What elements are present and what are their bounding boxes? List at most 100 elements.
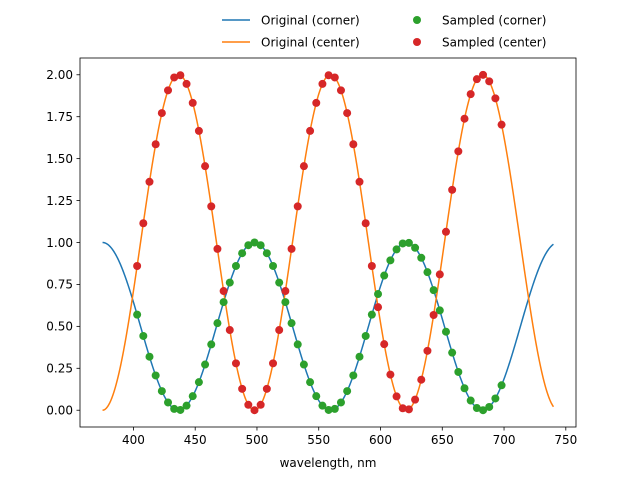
data-point-sampled-center bbox=[145, 177, 154, 186]
data-point-sampled-center bbox=[139, 219, 148, 228]
data-point-sampled-corner bbox=[466, 396, 475, 405]
y-tick-label: 1.25 bbox=[46, 194, 73, 208]
data-point-sampled-corner bbox=[231, 261, 240, 270]
x-axis-label: wavelength, nm bbox=[280, 456, 377, 470]
data-point-sampled-center bbox=[306, 126, 315, 135]
data-point-sampled-corner bbox=[188, 392, 197, 401]
data-point-sampled-corner bbox=[429, 286, 438, 295]
y-tick-label: 1.75 bbox=[46, 110, 73, 124]
data-point-sampled-corner bbox=[244, 241, 253, 250]
data-point-sampled-corner bbox=[318, 401, 327, 410]
plot-area bbox=[102, 70, 555, 415]
data-point-sampled-center bbox=[318, 79, 327, 88]
data-point-sampled-corner bbox=[355, 352, 364, 361]
data-point-sampled-center bbox=[157, 109, 166, 118]
data-point-sampled-corner bbox=[336, 398, 345, 407]
data-point-sampled-center bbox=[398, 404, 407, 413]
data-point-sampled-corner bbox=[225, 278, 234, 287]
data-point-sampled-corner bbox=[207, 340, 216, 349]
data-point-sampled-center bbox=[485, 77, 494, 86]
data-point-sampled-corner bbox=[411, 243, 420, 252]
data-point-sampled-corner bbox=[448, 348, 457, 357]
data-point-sampled-center bbox=[361, 219, 370, 228]
data-point-sampled-corner bbox=[374, 290, 383, 299]
data-point-sampled-corner bbox=[423, 268, 432, 277]
data-point-sampled-corner bbox=[262, 249, 271, 258]
legend-label: Original (corner) bbox=[261, 14, 360, 28]
legend-label: Sampled (center) bbox=[442, 36, 546, 50]
data-point-sampled-corner bbox=[386, 256, 395, 265]
data-point-sampled-center bbox=[269, 359, 278, 368]
data-point-sampled-center bbox=[448, 185, 457, 194]
data-point-sampled-corner bbox=[133, 310, 142, 319]
data-point-sampled-corner bbox=[139, 331, 148, 340]
data-point-sampled-corner bbox=[435, 306, 444, 315]
data-point-sampled-corner bbox=[238, 249, 247, 258]
data-point-sampled-center bbox=[299, 162, 308, 171]
data-point-sampled-corner bbox=[460, 384, 469, 393]
data-point-sampled-center bbox=[262, 384, 271, 393]
data-point-sampled-corner bbox=[491, 394, 500, 403]
x-tick-label: 650 bbox=[431, 433, 454, 447]
data-point-sampled-center bbox=[380, 340, 389, 349]
y-tick-label: 0.00 bbox=[46, 404, 73, 418]
series-line-original-center bbox=[102, 74, 555, 411]
data-point-sampled-center bbox=[293, 202, 302, 211]
y-tick-label: 0.75 bbox=[46, 278, 73, 292]
data-point-sampled-center bbox=[312, 98, 321, 107]
data-point-sampled-center bbox=[231, 359, 240, 368]
data-point-sampled-corner bbox=[441, 327, 450, 336]
y-tick-label: 1.50 bbox=[46, 152, 73, 166]
data-point-sampled-corner bbox=[287, 319, 296, 328]
data-point-sampled-center bbox=[435, 270, 444, 279]
y-tick-label: 0.50 bbox=[46, 320, 73, 334]
data-point-sampled-center bbox=[256, 400, 265, 409]
legend: Original (corner) Original (center) Sample… bbox=[222, 14, 546, 50]
x-tick-label: 400 bbox=[122, 433, 145, 447]
data-point-sampled-center bbox=[466, 90, 475, 99]
axes: 400 450 500 550 600 650 700 750 0.00 0.25 0.50 0.75… bbox=[46, 57, 577, 447]
data-point-sampled-corner bbox=[182, 401, 191, 410]
data-point-sampled-corner bbox=[472, 404, 481, 413]
legend-swatch bbox=[413, 38, 421, 46]
data-point-sampled-center bbox=[386, 370, 395, 379]
data-point-sampled-corner bbox=[361, 331, 370, 340]
data-point-sampled-center bbox=[330, 73, 339, 82]
data-point-sampled-center bbox=[324, 71, 333, 80]
data-point-sampled-corner bbox=[299, 360, 308, 369]
data-point-sampled-center bbox=[454, 147, 463, 156]
data-point-sampled-corner bbox=[293, 340, 302, 349]
data-point-sampled-center bbox=[219, 287, 228, 296]
x-tick-label: 500 bbox=[246, 433, 269, 447]
legend-label: Sampled (corner) bbox=[442, 14, 546, 28]
data-point-sampled-corner bbox=[330, 404, 339, 413]
data-point-sampled-corner bbox=[392, 245, 401, 254]
legend-label: Original (center) bbox=[261, 36, 360, 50]
data-point-sampled-center bbox=[244, 400, 253, 409]
x-tick-label: 750 bbox=[554, 433, 577, 447]
series-line-original-corner bbox=[102, 241, 554, 411]
data-point-sampled-center bbox=[176, 71, 185, 80]
data-point-sampled-corner bbox=[201, 360, 210, 369]
data-point-sampled-corner bbox=[324, 405, 333, 414]
data-point-sampled-corner bbox=[281, 298, 290, 307]
data-point-sampled-corner bbox=[194, 378, 203, 387]
data-point-sampled-center bbox=[164, 86, 173, 95]
data-point-sampled-center bbox=[194, 126, 203, 135]
data-point-sampled-corner bbox=[485, 402, 494, 411]
data-point-sampled-corner bbox=[157, 387, 166, 396]
data-point-sampled-corner bbox=[306, 378, 315, 387]
x-tick-label: 550 bbox=[307, 433, 330, 447]
data-point-sampled-corner bbox=[398, 239, 407, 248]
data-point-sampled-center bbox=[151, 140, 160, 149]
data-point-sampled-center bbox=[429, 310, 438, 319]
x-tick-label: 450 bbox=[184, 433, 207, 447]
y-tick-label: 2.00 bbox=[46, 68, 73, 82]
data-point-sampled-center bbox=[441, 227, 450, 236]
data-point-sampled-center bbox=[479, 70, 488, 79]
data-point-sampled-corner bbox=[256, 241, 265, 250]
data-point-sampled-corner bbox=[269, 261, 278, 270]
data-point-sampled-corner bbox=[170, 404, 179, 413]
data-point-sampled-corner bbox=[176, 405, 185, 414]
